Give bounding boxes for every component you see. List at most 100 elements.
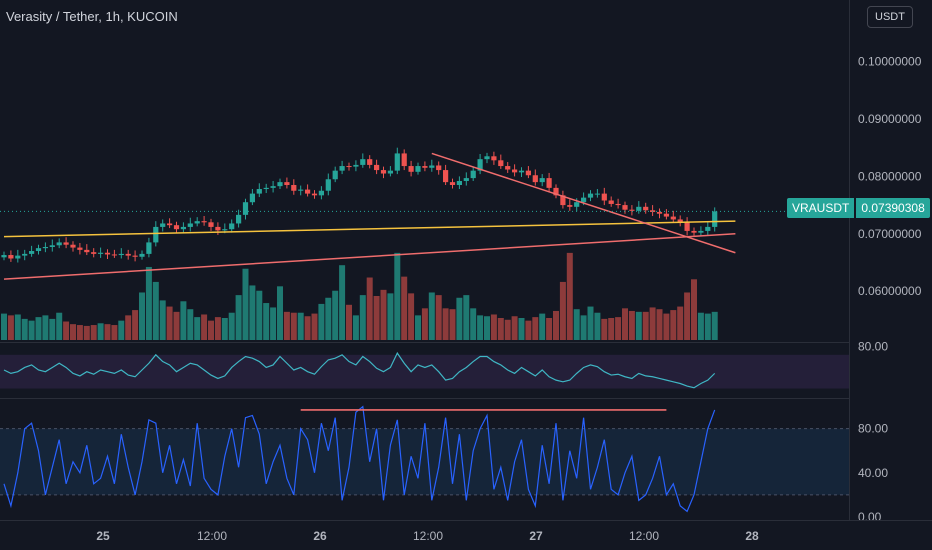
candle-body [615,203,621,206]
price-tick-label: 0.06000000 [858,284,922,298]
volume-bar [304,316,311,340]
time-tick-label: 12:00 [197,529,227,543]
time-tick-label: 12:00 [413,529,443,543]
volume-bar [387,293,394,340]
volume-bar [484,316,490,340]
volume-bar [608,318,615,340]
candle-body [215,226,221,231]
volume-bar [325,297,332,340]
candle-body [505,166,511,170]
candle-body [118,253,124,256]
volume-bar [194,317,201,340]
currency-button[interactable]: USDT [867,6,913,28]
volume-bar [214,317,221,340]
volume-bar [125,315,132,340]
candle-body [201,221,207,223]
volume-bar [504,319,511,340]
candle-body [374,164,380,171]
candle-body [691,230,697,233]
volume-bar [456,297,463,340]
volume-bar [14,314,21,340]
candle-body [125,253,131,256]
volume-bar [428,292,435,340]
volume-bar [7,315,14,340]
candle-body [256,189,262,194]
volume-bar [559,281,566,340]
candle-body [587,193,594,198]
volume-bar [394,252,401,340]
candle-body [415,166,421,172]
volume-bar [525,320,532,340]
volume-bar [511,316,518,340]
candle-body [553,187,559,196]
candle-body [643,206,649,211]
candle-body [436,165,442,171]
volume-bar [373,296,380,340]
candle-body [670,216,676,220]
volume-bar [270,307,277,340]
volume-bar [573,309,580,340]
volume-bar [228,312,235,340]
candle-body [242,202,249,215]
candle-body [339,166,345,171]
candle-body [91,252,97,254]
candle-body [104,252,111,255]
volume-bar [442,308,449,340]
volume-bar [90,325,97,340]
volume-bar [670,310,677,340]
rsi-tick-label: 80.00 [858,339,888,353]
rsi-band [0,354,849,389]
volume-bar [256,290,263,340]
volume-bar [546,318,553,340]
volume-bar [76,325,83,340]
volume-bar [318,303,325,340]
candle-body [470,170,476,179]
time-tick-label: 27 [529,529,543,543]
time-tick-label: 25 [96,529,110,543]
candle-body [387,170,393,174]
candle-body [229,223,235,230]
candle-body [29,251,35,254]
volume-bar [21,318,28,340]
candle-body [291,185,297,191]
volume-bar [277,286,283,340]
volume-bar [421,308,428,340]
volume-bar [297,312,304,340]
candle-body [353,164,359,167]
candle-body [22,253,28,256]
time-tick-label: 28 [745,529,759,543]
candle-body [594,193,600,195]
volume-bar [49,318,56,340]
candle-body [249,193,255,203]
volume-bar [1,313,7,340]
volume-bar [339,265,346,340]
candle-body [305,189,311,194]
volume-bar [249,285,256,340]
volume-bar [118,320,125,340]
volume-bar [635,311,642,340]
volume-bar [615,317,622,340]
candle-body [484,156,490,160]
volume-bar [497,318,504,340]
volume-bar [70,324,76,340]
last-price-value: 0.07390308 [856,198,930,218]
volume-bar [677,306,684,340]
candle-body [463,178,469,181]
candle-body [284,182,290,185]
candle-body [360,159,366,165]
volume-bar [518,318,525,340]
volume-bar [684,292,691,340]
candle-body [394,153,400,171]
volume-bar [173,311,180,340]
volume-bar [628,310,635,340]
stoch-tick-label: 0.00 [858,510,882,524]
candle-body [443,170,449,183]
candle-body [608,200,614,204]
trendline [3,233,736,280]
volume-bar [359,295,366,340]
candle-body [311,193,318,196]
volume-bar [139,292,145,340]
candle-body [63,242,69,245]
volume-bar [221,318,228,340]
